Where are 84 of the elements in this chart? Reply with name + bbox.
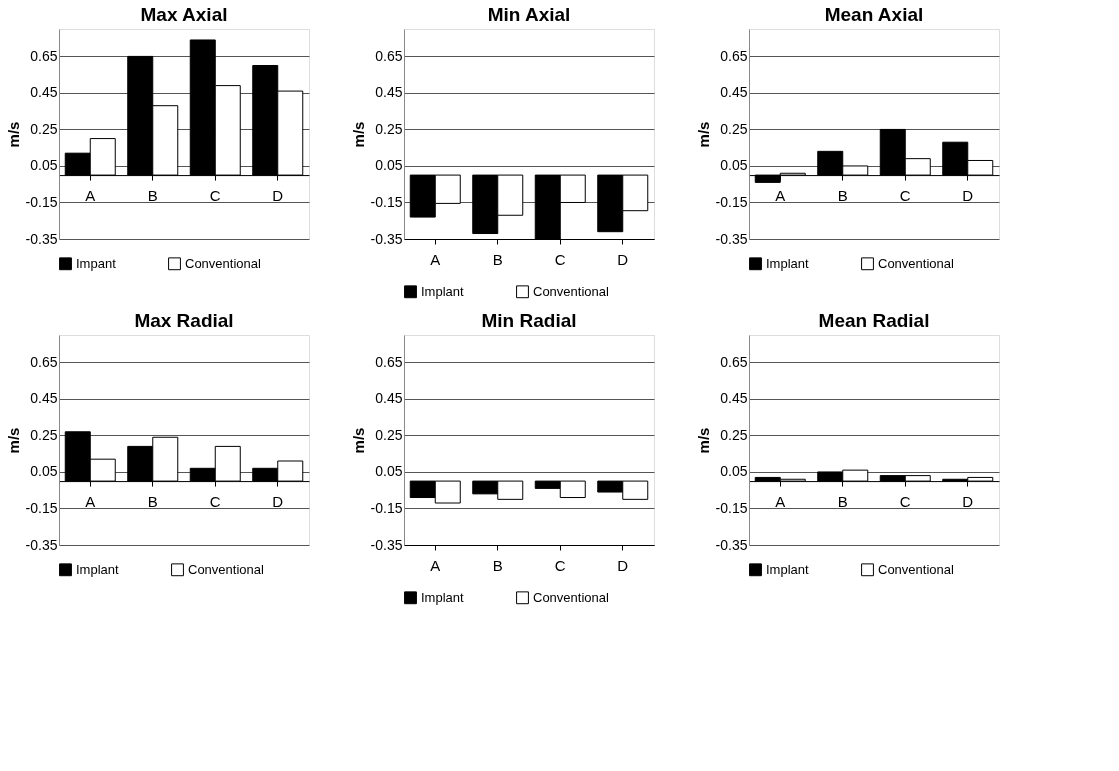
y-axis-title: m/s xyxy=(694,427,712,454)
legend-label: Conventional xyxy=(533,283,609,299)
x-tick-label: A xyxy=(775,186,786,204)
y-tick-label: -0.15 xyxy=(370,499,403,516)
x-tick-label: B xyxy=(147,492,158,510)
y-tick-label: 0.65 xyxy=(720,47,748,64)
chart-title: Min Radial xyxy=(481,310,577,331)
y-axis-title: m/s xyxy=(349,121,367,148)
y-tick-label: 0.65 xyxy=(720,353,748,370)
y-tick-label: 0.25 xyxy=(720,426,748,443)
y-tick-label: -0.15 xyxy=(715,193,748,210)
x-tick-label: D xyxy=(617,556,629,574)
y-tick-label: 0.25 xyxy=(375,120,403,137)
x-tick-label: C xyxy=(209,492,221,510)
legend-label: Implant xyxy=(766,255,810,271)
x-tick-label: D xyxy=(962,492,974,510)
y-tick-label: -0.15 xyxy=(370,193,403,210)
y-axis-title: m/s xyxy=(349,427,367,454)
chart-title: Max Axial xyxy=(140,4,228,25)
x-tick-label: A xyxy=(775,492,786,510)
x-tick-label: B xyxy=(147,186,158,204)
x-tick-label: D xyxy=(272,492,284,510)
x-tick-label: D xyxy=(962,186,974,204)
x-tick-label: A xyxy=(430,556,441,574)
legend-label: Implant xyxy=(421,589,465,605)
y-tick-label: 0.05 xyxy=(30,157,58,174)
y-tick-label: -0.35 xyxy=(25,230,58,247)
x-tick-label: C xyxy=(209,186,221,204)
legend-label: Implant xyxy=(766,561,810,577)
y-axis-title: m/s xyxy=(4,121,22,148)
y-tick-label: -0.15 xyxy=(25,193,58,210)
x-tick-label: B xyxy=(492,556,503,574)
y-tick-label: -0.35 xyxy=(370,230,403,247)
y-tick-label: 0.45 xyxy=(720,84,748,101)
y-tick-label: -0.15 xyxy=(25,499,58,516)
y-tick-label: 0.45 xyxy=(375,390,403,407)
y-tick-label: 0.45 xyxy=(375,84,403,101)
y-tick-label: 0.45 xyxy=(720,390,748,407)
legend-label: Implant xyxy=(421,283,465,299)
chart-title: Mean Axial xyxy=(824,4,924,25)
y-tick-label: 0.05 xyxy=(720,463,748,480)
y-tick-label: -0.35 xyxy=(715,230,748,247)
x-tick-label: C xyxy=(554,556,566,574)
y-tick-label: 0.45 xyxy=(30,390,58,407)
x-tick-label: D xyxy=(617,250,629,268)
x-tick-label: B xyxy=(837,492,848,510)
y-tick-label: -0.35 xyxy=(370,536,403,553)
y-tick-label: 0.25 xyxy=(720,120,748,137)
y-tick-label: 0.65 xyxy=(30,47,58,64)
legend-label: Conventional xyxy=(188,561,264,577)
y-tick-label: 0.25 xyxy=(30,120,58,137)
x-tick-label: A xyxy=(85,186,96,204)
y-tick-label: 0.25 xyxy=(375,426,403,443)
legend-label: Conventional xyxy=(878,255,954,271)
y-tick-label: 0.65 xyxy=(375,47,403,64)
y-tick-label: 0.25 xyxy=(30,426,58,443)
y-tick-label: 0.05 xyxy=(375,463,403,480)
y-tick-label: 0.05 xyxy=(720,157,748,174)
chart-title: Min Axial xyxy=(487,4,571,25)
y-tick-label: -0.15 xyxy=(715,499,748,516)
x-tick-label: A xyxy=(430,250,441,268)
chart-title: Max Radial xyxy=(134,310,234,331)
y-tick-label: -0.35 xyxy=(715,536,748,553)
x-tick-label: C xyxy=(554,250,566,268)
y-tick-label: 0.65 xyxy=(30,353,58,370)
y-tick-label: 0.05 xyxy=(375,157,403,174)
y-axis-title: m/s xyxy=(694,121,712,148)
chart-title: Mean Radial xyxy=(818,310,930,331)
y-tick-label: -0.35 xyxy=(25,536,58,553)
legend-label: Conventional xyxy=(533,589,609,605)
y-tick-label: 0.65 xyxy=(375,353,403,370)
x-tick-label: C xyxy=(899,186,911,204)
legend-label: Conventional xyxy=(878,561,954,577)
legend-label: Conventional xyxy=(185,255,261,271)
legend-label: Impant xyxy=(76,255,117,271)
x-tick-label: D xyxy=(272,186,284,204)
x-tick-label: B xyxy=(492,250,503,268)
legend-label: Implant xyxy=(76,561,120,577)
y-tick-label: 0.45 xyxy=(30,84,58,101)
x-tick-label: A xyxy=(85,492,96,510)
y-tick-label: 0.05 xyxy=(30,463,58,480)
x-tick-label: B xyxy=(837,186,848,204)
y-axis-title: m/s xyxy=(4,427,22,454)
x-tick-label: C xyxy=(899,492,911,510)
